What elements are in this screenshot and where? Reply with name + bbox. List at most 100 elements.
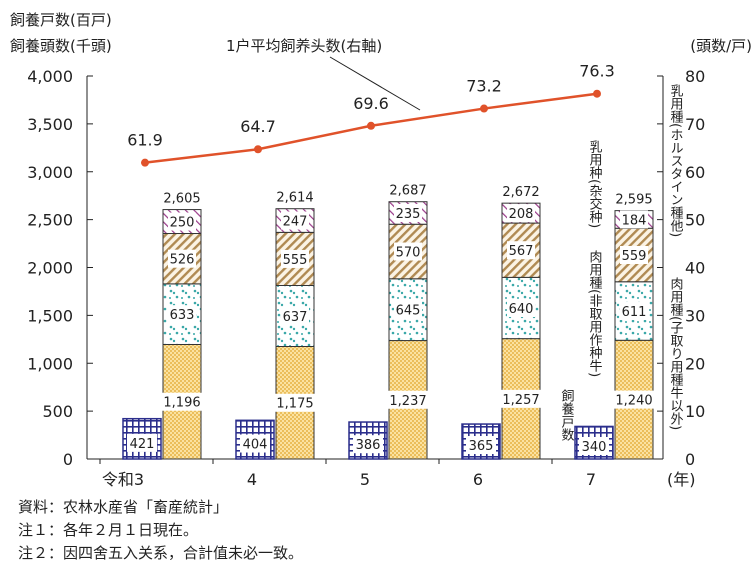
y-tick-label-right: 70 (685, 115, 705, 134)
stack-value-label-bg (507, 299, 535, 318)
stack-value-label-bg (620, 246, 648, 265)
left-axis-title-households: 飼養戸数(百戸) (10, 11, 112, 29)
avg-heads-value-label: 73.2 (466, 77, 502, 96)
total-value-label: 2,687 (389, 184, 426, 199)
stack-value-label-bg (162, 392, 202, 411)
households-value-label: 365 (469, 439, 494, 454)
avg-heads-value-label: 76.3 (579, 62, 615, 81)
stack-value-label-bg (620, 210, 648, 229)
y-tick-label-right: 50 (685, 211, 705, 230)
note-1: 注１：各年２月１日現在。 (18, 521, 199, 539)
stack-value-label: 637 (283, 310, 308, 325)
stack-value-label: 235 (396, 207, 421, 222)
stack-value-label-bg (394, 300, 422, 319)
stack-value-label-bg (388, 390, 428, 409)
stack-value-label-bg (394, 242, 422, 261)
avg-heads-point (254, 145, 262, 154)
y-tick-label-left: 2,500 (27, 211, 73, 230)
y-tick-label-right: 20 (685, 354, 705, 373)
y-tick-label-right: 40 (685, 259, 705, 278)
stack-value-label-bg (507, 204, 535, 223)
total-value-label: 2,614 (276, 191, 313, 206)
avg-heads-point (480, 104, 488, 113)
stack-value-label: 645 (396, 304, 421, 319)
y-tick-label-left: 3,500 (27, 115, 73, 134)
y-tick-label-right: 0 (685, 450, 695, 469)
y-tick-label-left: 1,000 (27, 354, 73, 373)
households-value-label-bg (353, 435, 383, 454)
avg-heads-point (367, 121, 375, 130)
total-value-label: 2,672 (502, 185, 539, 200)
label-crossbred: 乳用种(杂交种) (587, 140, 603, 228)
y-tick-label-right: 80 (685, 67, 705, 86)
households-value-label-bg (466, 436, 496, 455)
x-axis-unit: (年) (667, 470, 696, 489)
x-tick-label: 7 (586, 470, 596, 489)
stack-value-label: 526 (170, 253, 195, 268)
stack-value-label: 1,237 (389, 394, 426, 409)
households-value-label: 340 (582, 440, 607, 455)
chart: 飼養戸数(百戸) 飼養頭数(千頭) (頭数/戸) 1户平均飼养头数(右軸) 0 5… (10, 11, 752, 489)
stack-value-label-bg (168, 249, 196, 268)
total-value-label: 2,595 (615, 193, 652, 208)
label-holstein: 乳用種(ホルスタイン種他) (668, 84, 684, 237)
label-beef-non-breeding: 肉用種(非取用作种牛) (587, 250, 603, 377)
stack-value-label-bg (281, 211, 309, 230)
stack-value-label: 611 (622, 305, 647, 320)
stack-value-label: 247 (283, 215, 308, 230)
stack-value-label: 640 (509, 302, 534, 317)
stack-value-label: 559 (622, 249, 647, 264)
y-tick-label-left: 1,500 (27, 306, 73, 325)
stack-value-label-bg (394, 203, 422, 222)
notes: 資料：农林水産省「畜産統計」 注１：各年２月１日現在。 注２：因四舍五入关系，合… (18, 496, 303, 565)
total-value-label: 2,605 (163, 192, 200, 207)
y-tick-label-left: 500 (42, 402, 73, 421)
left-axis-title-heads: 飼養頭数(千頭) (10, 37, 112, 55)
stack-value-label-bg (501, 389, 541, 408)
stack-value-label-bg (168, 212, 196, 231)
right-axis-title: (頭数/戸) (690, 37, 752, 55)
y-tick-label-left: 3,000 (27, 163, 73, 182)
x-tick-label: 5 (360, 470, 370, 489)
x-tick-label: 6 (473, 470, 483, 489)
stack-value-label-bg (275, 393, 315, 412)
y-tick-label-left: 0 (63, 450, 73, 469)
stack-value-label-bg (281, 306, 309, 325)
households-value-label-bg (127, 433, 157, 452)
source-note: 資料：农林水産省「畜産統計」 (18, 498, 229, 516)
stack-value-label: 1,175 (276, 397, 313, 412)
households-value-label-bg (240, 434, 270, 453)
avg-heads-point (141, 158, 149, 167)
stack-value-label: 555 (283, 253, 308, 268)
label-beef-other: 肉用種(子取り用種牛以外) (668, 277, 684, 430)
x-tick-label: 令和3 (102, 470, 144, 489)
stack-value-label-bg (281, 249, 309, 268)
households-value-label: 421 (130, 437, 155, 452)
y-tick-label-left: 2,000 (27, 259, 73, 278)
avg-heads-value-label: 64.7 (240, 117, 276, 136)
stack-value-label: 633 (170, 308, 195, 323)
stack-value-label: 567 (509, 244, 534, 259)
label-households: 飼養戸数 (559, 389, 575, 441)
stack-value-label: 570 (396, 246, 421, 261)
y-tick-label-left: 4,000 (27, 67, 73, 86)
households-value-label: 404 (243, 438, 268, 453)
stack-value-label-bg (507, 241, 535, 260)
note-2: 注２：因四舍五入关系，合計值未必一致。 (18, 544, 304, 562)
y-tick-label-right: 30 (685, 306, 705, 325)
y-tick-label-right: 60 (685, 163, 705, 182)
households-value-label: 386 (356, 438, 381, 453)
stack-value-label: 1,240 (615, 394, 652, 409)
avg-heads-value-label: 69.6 (353, 94, 389, 113)
stack-value-label: 184 (622, 213, 647, 228)
x-tick-label: 4 (247, 470, 257, 489)
stack-value-label: 208 (509, 207, 534, 222)
y-tick-label-right: 10 (685, 402, 705, 421)
households-value-label-bg (579, 436, 609, 455)
stack-value-label-bg (620, 302, 648, 321)
stack-value-label: 1,257 (502, 393, 539, 408)
stack-value-label: 250 (170, 216, 195, 231)
avg-heads-point (593, 89, 601, 98)
stack-value-label-bg (168, 305, 196, 324)
line-series-title: 1户平均飼养头数(右軸) (226, 37, 382, 55)
